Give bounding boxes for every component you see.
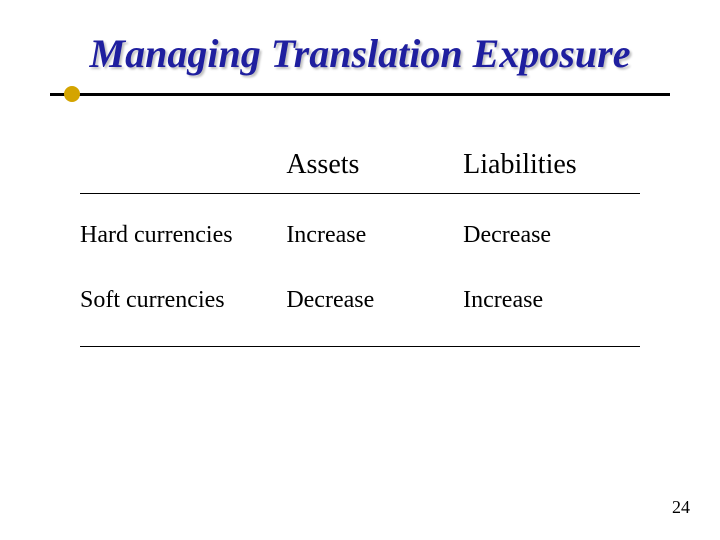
page-number: 24 <box>672 497 690 518</box>
row-label: Hard currencies <box>80 222 286 249</box>
row-liabilities: Increase <box>463 287 640 314</box>
table-row: Soft currencies Decrease Increase <box>80 287 640 314</box>
table-rule-bottom <box>80 346 640 347</box>
row-label: Soft currencies <box>80 287 286 314</box>
row-liabilities: Decrease <box>463 222 640 249</box>
title-rule-line <box>50 93 670 96</box>
slide: Managing Translation Exposure Assets Lia… <box>0 0 720 540</box>
row-assets: Increase <box>286 222 463 249</box>
title-rule <box>50 89 670 99</box>
table-header-assets: Assets <box>286 149 463 181</box>
table-header-row: Assets Liabilities <box>80 149 640 189</box>
slide-title: Managing Translation Exposure <box>40 30 680 77</box>
table-rule-top <box>80 193 640 194</box>
row-assets: Decrease <box>286 287 463 314</box>
data-table: Assets Liabilities Hard currencies Incre… <box>80 149 640 347</box>
table-header-liabilities: Liabilities <box>463 149 640 181</box>
table-row: Hard currencies Increase Decrease <box>80 222 640 249</box>
title-rule-dot-icon <box>64 86 80 102</box>
